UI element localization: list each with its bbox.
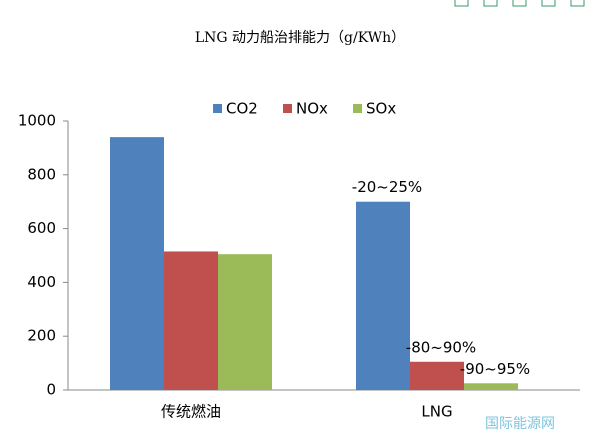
y-tick-label: 1000: [18, 112, 56, 130]
bar: [110, 137, 164, 390]
toolbar-icon[interactable]: [570, 0, 585, 7]
bar: [410, 361, 464, 390]
y-tick-label: 200: [27, 327, 56, 345]
bar: [356, 201, 410, 390]
legend-swatch: [353, 104, 362, 113]
toolbar-icon[interactable]: [483, 0, 498, 7]
y-tick-label: 800: [27, 165, 56, 183]
toolbar-icon[interactable]: [454, 0, 469, 7]
x-tick-label: 传统燃油: [161, 403, 221, 421]
watermark: 国际能源网: [485, 416, 555, 432]
y-tick-label: 600: [27, 219, 56, 237]
y-tick-label: 0: [46, 381, 56, 399]
bar: [464, 383, 518, 390]
toolbar-icon[interactable]: [541, 0, 556, 7]
legend-label: SOx: [366, 100, 396, 118]
bar: [164, 251, 218, 390]
chart-title: LNG 动力船治排能力（g/KWh）: [195, 30, 405, 46]
annotation: -80~90%: [406, 338, 476, 356]
annotation: -90~95%: [460, 360, 530, 378]
legend-swatch: [283, 104, 292, 113]
legend-label: CO2: [226, 100, 258, 118]
x-tick-label: LNG: [421, 403, 452, 421]
toolbar: [454, 0, 585, 7]
legend-swatch: [213, 104, 222, 113]
y-tick-label: 400: [27, 273, 56, 291]
legend-label: NOx: [296, 100, 328, 118]
toolbar-icon[interactable]: [512, 0, 527, 7]
bar: [218, 254, 272, 390]
annotation: -20~25%: [352, 178, 422, 196]
